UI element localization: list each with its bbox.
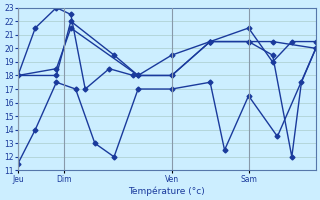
X-axis label: Température (°c): Température (°c) [129, 186, 205, 196]
